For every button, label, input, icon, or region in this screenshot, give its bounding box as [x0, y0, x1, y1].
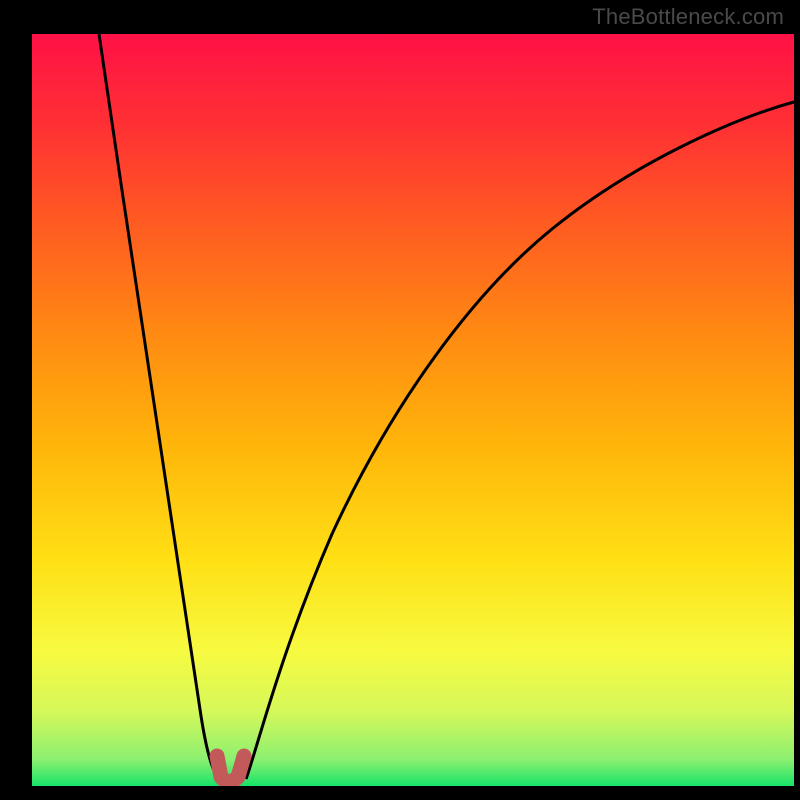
attribution-text: TheBottleneck.com: [592, 4, 784, 30]
right-curve: [246, 102, 794, 779]
valley-bottom-marker: [217, 756, 244, 782]
curve-group: [99, 34, 794, 782]
frame-left: [0, 0, 32, 800]
frame-right: [794, 0, 800, 800]
frame-bottom: [0, 786, 800, 800]
chart-container: TheBottleneck.com: [0, 0, 800, 800]
left-curve: [99, 34, 221, 782]
curve-overlay: [0, 0, 800, 800]
